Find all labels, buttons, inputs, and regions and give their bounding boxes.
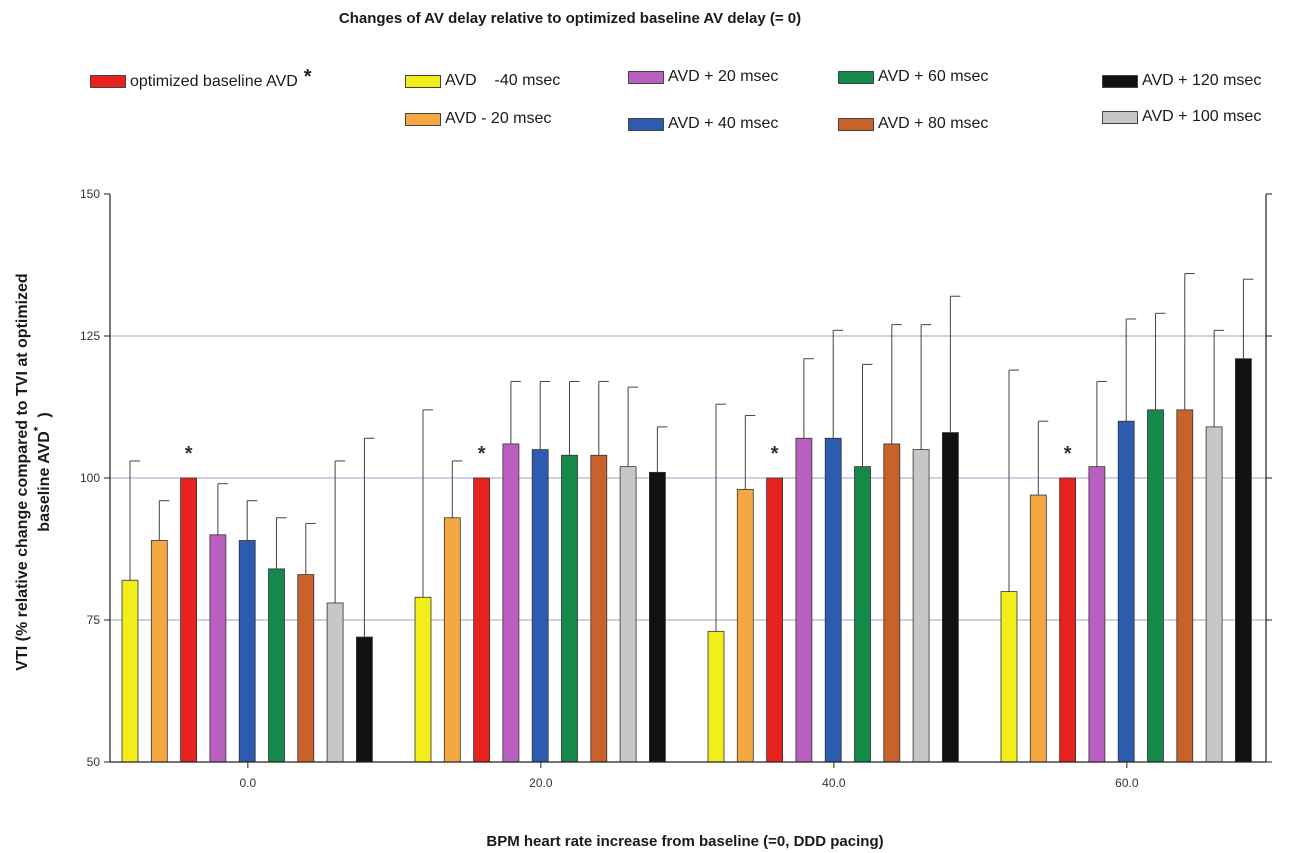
bar [942,432,959,763]
legend-swatch [90,75,126,88]
x-axis-label: BPM heart rate increase from baseline (=… [486,833,884,850]
bar [355,636,373,763]
legend-label: AVD + 100 msec [1142,108,1262,125]
bar [766,477,783,763]
y-tick-label: 75 [87,613,101,627]
x-tick-label: 0.0 [240,776,257,790]
bar [238,540,256,763]
significance-marker: * [771,443,779,465]
bar [824,437,842,763]
legend-label: AVD - 20 msec [445,110,552,127]
x-tick-label: 40.0 [822,776,846,790]
bar [561,454,578,763]
bar [1176,409,1194,763]
legend-item: AVD + 80 msec [838,115,988,133]
bar [619,466,637,763]
y-tick-label: 125 [80,329,100,343]
bar [531,449,549,763]
bar [707,630,725,763]
bar [414,596,432,763]
x-tick-label: 60.0 [1115,776,1139,790]
legend-label: AVD + 120 msec [1142,72,1262,89]
bar [297,574,315,763]
bar [1147,409,1164,763]
bar [473,477,491,763]
legend-swatch [838,70,874,84]
significance-marker: * [1064,443,1072,465]
bar [736,488,754,763]
legend-item: AVD - 20 msec [405,110,551,128]
chart-title: Changes of AV delay relative to optimize… [338,10,802,27]
bar [502,443,520,763]
legend-swatch [405,74,441,88]
bar [121,579,139,763]
legend-label: AVD + 80 msec [878,115,989,132]
y-tick-label: 100 [80,471,100,485]
legend-swatch [628,70,664,84]
legend-swatch [628,117,664,131]
bar [180,477,198,763]
bar [268,568,285,763]
legend-label: AVD + 40 msec [668,115,779,132]
bar [209,534,227,763]
legend-label: AVD -40 msec [445,72,561,89]
bar [590,454,608,763]
legend-swatch [1102,110,1138,124]
bar [883,443,901,763]
legend-item: optimized baseline AVD * [90,66,312,93]
bar [795,437,813,763]
legend-swatch [1102,74,1138,88]
bar [1029,494,1047,763]
bar [1059,477,1076,763]
bar [1205,426,1223,763]
legend-item: AVD + 20 msec [628,68,778,86]
x-tick-label: 20.0 [529,776,553,790]
legend-item: AVD + 40 msec [628,115,778,133]
legend-label: optimized baseline AVD [130,72,298,90]
legend-item: AVD + 100 msec [1102,108,1261,126]
y-tick-label: 50 [87,755,101,769]
bar [1235,358,1252,763]
legend-swatch [838,117,874,131]
significance-marker: * [185,443,193,465]
legend-swatch [405,112,441,126]
legend-star: * [303,66,312,88]
bar [150,540,168,763]
bar [443,517,461,763]
bar [1088,466,1106,763]
legend-item: AVD + 120 msec [1102,72,1261,90]
bar [326,602,344,763]
legend-label: AVD + 60 msec [878,68,989,85]
legend-item: AVD -40 msec [405,72,560,90]
bar [1117,420,1135,763]
bar [649,471,666,763]
bar [912,449,930,763]
legend-label: AVD + 20 msec [668,68,779,85]
significance-marker: * [478,443,486,465]
bar [1000,591,1018,763]
y-tick-label: 150 [80,187,100,201]
legend-item: AVD + 60 msec [838,68,988,86]
bar [854,466,871,763]
